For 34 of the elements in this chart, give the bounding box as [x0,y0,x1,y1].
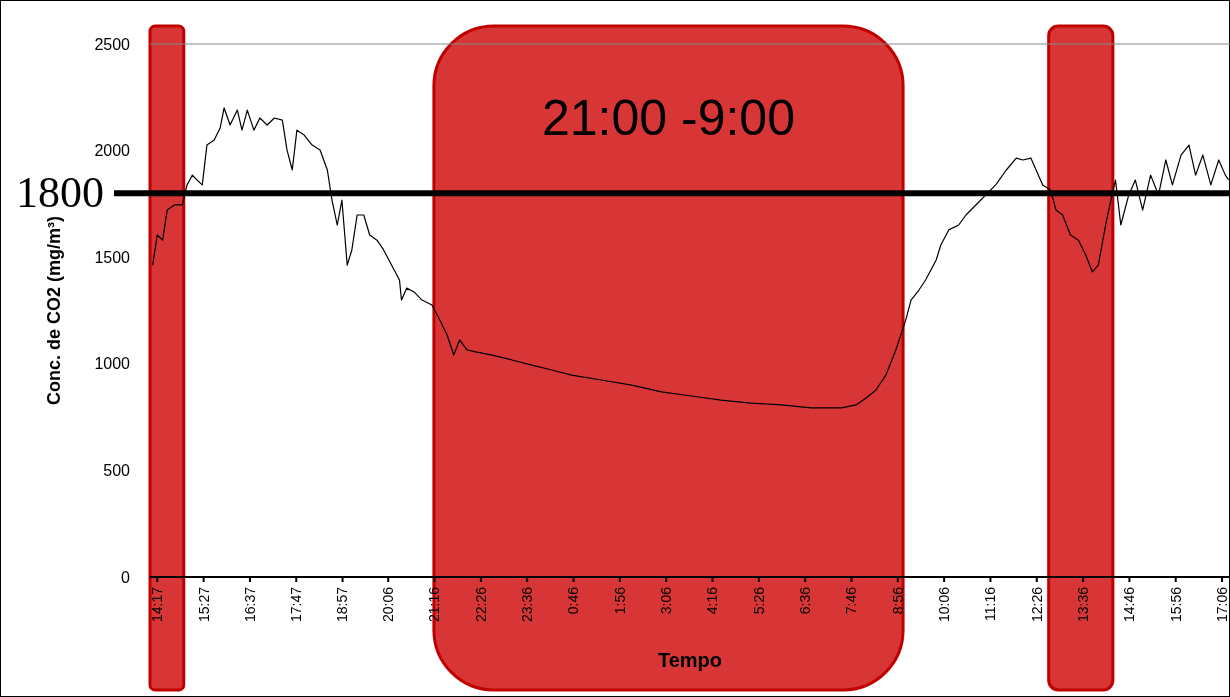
y-tick-label: 1000 [94,355,131,373]
x-tick-label: 23:36 [519,586,536,623]
x-tick-label: 21:16 [426,586,443,623]
x-tick-label: 1:56 [611,586,628,615]
x-tick-label: 12:26 [1028,586,1045,623]
x-tick-label: 0:46 [565,586,582,615]
x-tick-label: 5:26 [750,586,767,615]
y-tick-label: 0 [121,568,131,586]
band-label: 21:00 -9:00 [542,90,795,146]
x-tick-label: 14:17 [149,586,166,623]
x-tick-label: 17:47 [288,586,305,623]
x-tick-label: 17:06 [1213,586,1230,623]
x-tick-label: 7:46 [843,586,860,615]
x-tick-label: 15:56 [1167,586,1184,623]
x-axis-title: Tempo [657,649,723,671]
y-tick-label: 500 [103,462,131,479]
x-tick-label: 18:57 [334,586,351,623]
x-tick-label: 4:16 [704,586,721,615]
y-tick-label: 1500 [94,248,131,266]
x-tick-label: 10:06 [936,586,953,623]
x-tick-label: 15:27 [195,586,212,623]
y-axis-title: Conc. de CO2 (mg/m³) [44,215,64,406]
x-tick-label: 8:56 [889,586,906,615]
x-tick-label: 3:06 [658,586,675,615]
x-tick-label: 13:36 [1074,586,1091,623]
x-tick-label: 6:36 [797,586,814,615]
ref-line-label: 1800 [16,168,104,218]
y-tick-label: 2500 [94,35,131,53]
x-tick-label: 16:37 [241,586,258,623]
x-tick-label: 22:26 [472,586,489,623]
x-tick-label: 14:46 [1121,586,1138,623]
y-tick-label: 2000 [94,142,131,160]
x-tick-label: 20:06 [380,586,397,623]
x-tick-label: 11:16 [982,586,999,621]
